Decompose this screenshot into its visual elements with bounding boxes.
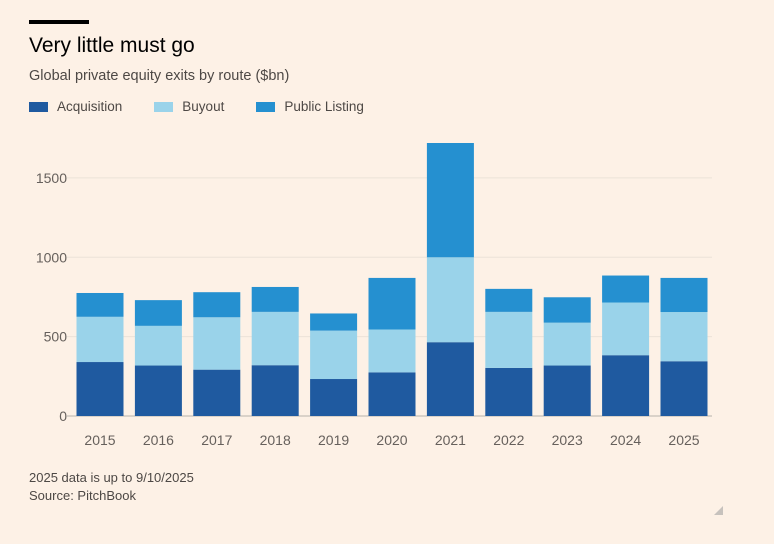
x-tick-label: 2018 xyxy=(260,432,291,448)
bar-segment-acquisition xyxy=(485,367,533,416)
bar-segment-public-listing xyxy=(193,292,241,318)
y-tick-label: 1500 xyxy=(36,170,67,186)
bar-segment-public-listing xyxy=(134,300,182,326)
bar-segment-buyout xyxy=(76,316,124,363)
bar-segment-buyout xyxy=(485,311,533,368)
x-tick-label: 2017 xyxy=(201,432,232,448)
bar-segment-public-listing xyxy=(543,297,591,323)
bar-segment-public-listing xyxy=(426,143,474,258)
bar-segment-public-listing xyxy=(602,275,650,303)
x-tick-label: 2022 xyxy=(493,432,524,448)
x-tick-label: 2020 xyxy=(376,432,407,448)
bar-segment-buyout xyxy=(310,330,358,380)
bar-segment-acquisition xyxy=(251,365,299,416)
legend-swatch-buyout xyxy=(154,101,174,112)
legend-swatch-public-listing xyxy=(256,101,276,112)
bar-segment-acquisition xyxy=(660,361,708,416)
x-tick-label: 2025 xyxy=(668,432,699,448)
x-tick-label: 2024 xyxy=(610,432,641,448)
legend-item-acquisition: Acquisition xyxy=(29,99,122,114)
bar-segment-buyout xyxy=(602,302,650,356)
bar-segment-acquisition xyxy=(76,362,124,416)
legend-item-buyout: Buyout xyxy=(154,99,224,114)
bar-segment-acquisition xyxy=(368,372,416,416)
x-tick-label: 2023 xyxy=(552,432,583,448)
bar-segment-buyout xyxy=(251,311,299,366)
bar-segment-acquisition xyxy=(426,342,474,416)
bar-segment-acquisition xyxy=(543,365,591,416)
bar-segment-acquisition xyxy=(134,365,182,416)
x-tick-label: 2021 xyxy=(435,432,466,448)
bar-segment-buyout xyxy=(134,325,182,366)
y-tick-label: 500 xyxy=(44,329,68,345)
source-note: Source: PitchBook xyxy=(29,488,136,503)
bar-segment-public-listing xyxy=(310,313,358,331)
bar-segment-buyout xyxy=(193,317,241,370)
bar-segment-acquisition xyxy=(310,379,358,416)
chart-title: Very little must go xyxy=(29,34,195,57)
y-tick-label: 1000 xyxy=(36,249,67,265)
bar-segment-public-listing xyxy=(251,286,299,312)
bar-segment-buyout xyxy=(426,257,474,343)
resize-grip-icon xyxy=(714,506,723,515)
bar-segment-public-listing xyxy=(368,277,416,330)
bar-segment-buyout xyxy=(368,329,416,373)
bar-segment-buyout xyxy=(660,312,708,362)
bar-segment-public-listing xyxy=(660,277,708,313)
bar-segment-acquisition xyxy=(602,355,650,416)
legend-label-acquisition: Acquisition xyxy=(57,99,123,114)
bar-segment-acquisition xyxy=(193,369,241,416)
footnote: 2025 data is up to 9/10/2025 xyxy=(29,470,194,485)
bars xyxy=(76,143,708,416)
header-accent-bar xyxy=(29,20,89,24)
legend-label-buyout: Buyout xyxy=(182,99,225,114)
axis-labels: 0 500 1000 1500 2015 2016 2017 2018 2019 2020 2021… xyxy=(36,170,700,448)
legend-swatch-acquisition xyxy=(29,101,48,112)
legend: Acquisition Buyout Public Listing xyxy=(29,99,396,114)
legend-item-public-listing: Public Listing xyxy=(256,99,364,114)
y-tick-label: 0 xyxy=(59,408,67,424)
bar-segment-public-listing xyxy=(485,288,533,312)
x-tick-label: 2016 xyxy=(143,432,174,448)
bar-segment-buyout xyxy=(543,322,591,366)
chart-subtitle: Global private equity exits by route ($b… xyxy=(29,68,290,84)
legend-label-public-listing: Public Listing xyxy=(284,99,364,114)
x-tick-label: 2015 xyxy=(84,432,115,448)
bar-segment-public-listing xyxy=(76,292,124,317)
x-tick-label: 2019 xyxy=(318,432,349,448)
